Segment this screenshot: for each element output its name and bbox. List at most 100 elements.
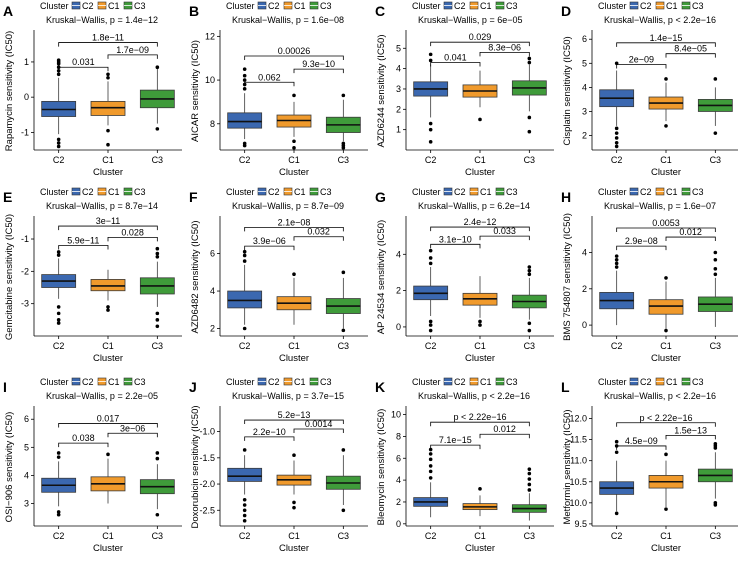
outlier-point	[242, 513, 247, 518]
y-tick-label: 6	[210, 249, 215, 259]
box-C1	[276, 272, 312, 325]
comparison-bracket: 0.00026	[244, 46, 344, 61]
box-C1	[648, 77, 684, 128]
box-C1	[90, 452, 126, 504]
outlier-point	[527, 115, 532, 120]
y-tick-label: 4	[396, 249, 401, 259]
outlier-point	[56, 305, 61, 309]
panel-letter: G	[375, 189, 386, 205]
bracket-line	[107, 432, 158, 438]
x-tick-label-C3: C3	[338, 155, 350, 165]
comparison-bracket: 1.5e−13	[665, 425, 716, 440]
comparison-pvalue: 0.033	[493, 226, 516, 236]
box-C2	[227, 67, 263, 148]
outlier-point	[56, 58, 61, 62]
box-C3	[511, 467, 547, 521]
outlier-point	[664, 77, 668, 81]
outlier-point	[428, 121, 433, 126]
box-C3	[697, 250, 733, 327]
kruskal-wallis-label: Kruskal−Wallis, p < 2.2e−16	[604, 15, 716, 25]
kruskal-wallis-label: Kruskal−Wallis, p = 8.7e−14	[46, 201, 158, 211]
legend-title: Cluster	[40, 377, 69, 387]
outlier-point	[527, 272, 532, 277]
legend-label-C2: C2	[82, 1, 94, 11]
x-tick-label-C1: C1	[660, 531, 672, 541]
x-axis-label: Cluster	[465, 353, 495, 364]
y-tick-label: 0	[396, 322, 401, 332]
comparison-bracket: 0.041	[430, 53, 481, 67]
outlier-point	[56, 72, 61, 77]
y-tick-label: 4	[24, 470, 29, 480]
x-tick-label-C2: C2	[425, 341, 437, 351]
x-axis-label: Cluster	[93, 543, 123, 554]
outlier-point	[155, 65, 160, 70]
legend-label-C2: C2	[640, 187, 652, 197]
kruskal-wallis-label: Kruskal−Wallis, p < 2.2e−16	[604, 391, 716, 401]
bracket-line	[479, 235, 530, 241]
y-tick-label: 4	[210, 286, 215, 296]
box-C2	[41, 250, 77, 325]
legend-label-C3: C3	[320, 187, 332, 197]
comparison-pvalue: 2.4e−12	[464, 217, 497, 227]
comparison-bracket: 3e−06	[107, 423, 158, 438]
outlier-point	[155, 512, 160, 517]
outlier-point	[614, 439, 619, 444]
comparison-bracket: 0.032	[293, 227, 344, 241]
legend-label-C3: C3	[134, 187, 146, 197]
x-tick-label-C1: C1	[474, 155, 486, 165]
outlier-point	[56, 321, 61, 325]
comparison-bracket: 5.2e−13	[244, 410, 344, 425]
comparison-pvalue: p < 2.22e−16	[453, 412, 506, 422]
kruskal-wallis-label: Kruskal−Wallis, p = 6.2e−14	[418, 201, 530, 211]
x-tick-label-C2: C2	[53, 531, 65, 541]
outlier-point	[527, 482, 532, 487]
x-axis-label: Cluster	[279, 543, 309, 554]
outlier-point	[527, 265, 532, 269]
y-axis-label: BMS 754807 sensitivity (IC50)	[562, 213, 573, 341]
panel-letter: J	[189, 379, 197, 395]
outlier-point	[527, 477, 532, 481]
y-tick-label: 8	[396, 431, 401, 441]
x-axis-label: Cluster	[93, 353, 123, 364]
outlier-point	[614, 140, 619, 145]
outlier-point	[428, 140, 433, 144]
x-axis-label: Cluster	[651, 167, 681, 178]
legend-title: Cluster	[412, 377, 441, 387]
outlier-point	[527, 328, 532, 333]
x-tick-label-C1: C1	[474, 341, 486, 351]
comparison-pvalue: 1.7e−09	[116, 45, 149, 55]
y-axis-label: AICAR sensitivity (IC50)	[190, 40, 201, 142]
panel-letter: A	[3, 3, 13, 19]
y-tick-label: 4	[396, 475, 401, 485]
y-tick-label: -3	[21, 299, 29, 309]
bracket-line	[293, 68, 344, 74]
outlier-point	[478, 117, 482, 122]
box-C2	[599, 61, 635, 149]
legend: Cluster C2 C1 C3	[412, 377, 518, 387]
y-tick-label: 1	[24, 57, 29, 67]
x-tick-label-C3: C3	[338, 531, 350, 541]
outlier-point	[664, 276, 668, 280]
comparison-bracket: 0.0014	[293, 419, 344, 433]
legend-label-C2: C2	[640, 1, 652, 11]
outlier-point	[341, 448, 346, 452]
outlier-point	[614, 265, 619, 269]
panel-A: A Cluster C2 C1 C3 Kruskal−Wallis, p = 1.4e−1…	[3, 1, 182, 178]
outlier-point	[614, 144, 619, 149]
bracket-line	[665, 53, 716, 58]
outlier-point	[292, 505, 296, 510]
box-C1	[90, 72, 126, 147]
box-C2	[227, 448, 263, 523]
comparison-pvalue: 5.9e−11	[67, 235, 99, 245]
comparison-bracket: p < 2.22e−16	[430, 412, 530, 427]
box-C3	[511, 265, 547, 333]
legend-label-C3: C3	[692, 1, 704, 11]
legend: Cluster C2 C1 C3	[40, 1, 146, 11]
comparison-bracket: 1.8e−11	[58, 33, 158, 47]
kruskal-wallis-label: Kruskal−Wallis, p = 1.6e−07	[604, 201, 716, 211]
y-tick-label: 2	[582, 284, 587, 294]
legend-title: Cluster	[412, 1, 441, 11]
outlier-point	[428, 127, 433, 132]
box-C1	[648, 452, 684, 511]
